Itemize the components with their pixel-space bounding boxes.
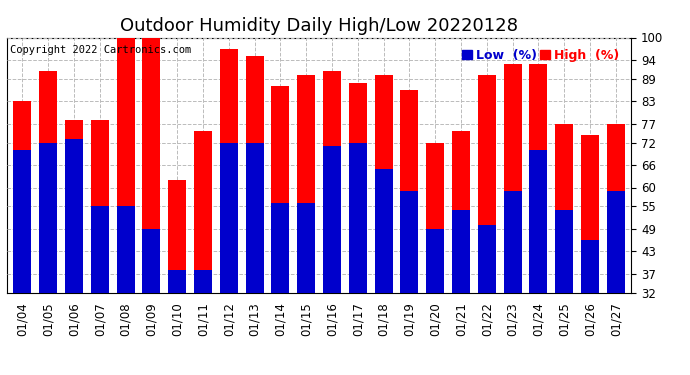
Bar xyxy=(65,120,83,292)
Bar xyxy=(297,202,315,292)
Bar xyxy=(220,142,238,292)
Bar xyxy=(504,64,522,292)
Bar xyxy=(65,139,83,292)
Bar xyxy=(349,82,367,292)
Bar xyxy=(117,206,135,292)
Bar xyxy=(426,229,444,292)
Bar xyxy=(246,56,264,292)
Bar xyxy=(297,75,315,292)
Bar xyxy=(323,71,341,292)
Bar xyxy=(271,86,289,292)
Bar xyxy=(375,75,393,292)
Bar xyxy=(452,131,470,292)
Bar xyxy=(323,146,341,292)
Bar xyxy=(39,142,57,292)
Bar xyxy=(581,240,599,292)
Bar xyxy=(581,135,599,292)
Bar xyxy=(375,169,393,292)
Bar xyxy=(194,131,212,292)
Bar xyxy=(194,270,212,292)
Bar xyxy=(13,101,32,292)
Bar xyxy=(142,229,161,292)
Bar xyxy=(271,202,289,292)
Bar xyxy=(39,71,57,292)
Bar xyxy=(426,142,444,292)
Bar xyxy=(142,38,161,292)
Bar xyxy=(168,270,186,292)
Bar xyxy=(477,225,496,292)
Bar xyxy=(452,210,470,292)
Bar xyxy=(555,124,573,292)
Bar xyxy=(477,75,496,292)
Bar xyxy=(91,120,109,292)
Bar xyxy=(400,191,418,292)
Bar xyxy=(529,150,547,292)
Bar xyxy=(13,150,32,292)
Legend: Low  (%), High  (%): Low (%), High (%) xyxy=(460,46,622,64)
Bar xyxy=(607,124,625,292)
Bar xyxy=(117,38,135,292)
Bar xyxy=(555,210,573,292)
Bar xyxy=(400,90,418,292)
Bar xyxy=(246,142,264,292)
Bar xyxy=(504,191,522,292)
Bar xyxy=(168,180,186,292)
Text: Copyright 2022 Cartronics.com: Copyright 2022 Cartronics.com xyxy=(10,45,191,55)
Bar xyxy=(529,64,547,292)
Bar xyxy=(220,49,238,292)
Title: Outdoor Humidity Daily High/Low 20220128: Outdoor Humidity Daily High/Low 20220128 xyxy=(120,16,518,34)
Bar xyxy=(91,206,109,292)
Bar xyxy=(349,142,367,292)
Bar xyxy=(607,191,625,292)
